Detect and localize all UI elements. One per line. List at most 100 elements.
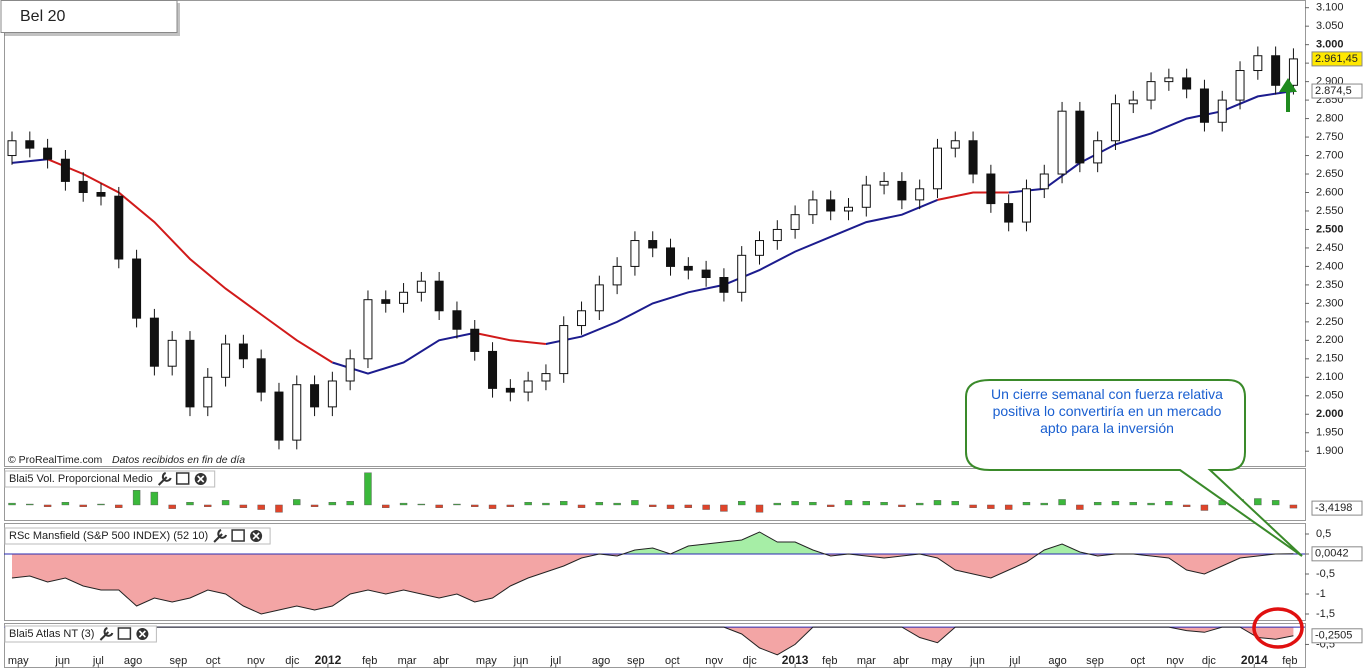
- volume-bar: [880, 502, 888, 506]
- callout-text: Un cierre semanal con fuerza relativa po…: [991, 386, 1223, 436]
- volume-bar: [115, 504, 123, 508]
- candle-body: [577, 310, 587, 327]
- volume-bar: [1182, 504, 1191, 507]
- volume-bar: [649, 504, 657, 507]
- y-tick-label: 2.450: [1316, 242, 1344, 254]
- volume-bar: [1289, 504, 1298, 509]
- candle-body: [1110, 103, 1120, 142]
- candle-body: [274, 391, 284, 441]
- volume-bar: [862, 501, 870, 506]
- x-tick-label: jul: [1008, 655, 1020, 667]
- x-tick-label: nov: [1166, 655, 1184, 667]
- candle-body: [630, 240, 640, 267]
- candle-body: [719, 277, 729, 293]
- candle-body: [363, 299, 373, 360]
- candle-body: [1235, 70, 1245, 101]
- volume-bar: [79, 504, 87, 507]
- volume-bar: [826, 504, 835, 507]
- y-tick-label: -0,5: [1316, 568, 1335, 580]
- x-tick-label: may: [8, 655, 29, 667]
- volume-bar: [1058, 499, 1066, 506]
- y-tick-label: 2.350: [1316, 279, 1344, 291]
- volume-bar: [631, 500, 639, 506]
- candle-body: [256, 358, 266, 393]
- candle-body: [915, 188, 925, 201]
- y-tick-label: 2.200: [1316, 334, 1344, 346]
- candle-body: [78, 180, 88, 193]
- title-box: [0, 0, 178, 33]
- y-tick-label: 2.500: [1316, 223, 1344, 235]
- x-tick-label: feb: [822, 655, 837, 667]
- volume-bar: [720, 504, 728, 512]
- volume-bar: [132, 490, 141, 506]
- x-tick-label: ago: [1048, 655, 1066, 667]
- credit-note: Datos recibidos en fin de día: [112, 454, 245, 466]
- x-tick-label: oct: [1130, 655, 1145, 667]
- last-value-label-box: [1311, 500, 1363, 516]
- volume-bar: [1147, 502, 1155, 506]
- x-tick-label: jun: [513, 655, 529, 667]
- candle-body: [897, 180, 907, 201]
- candle-body: [60, 158, 70, 182]
- candle-body: [1075, 110, 1085, 164]
- candle-body: [452, 310, 462, 330]
- candle-body: [843, 206, 853, 212]
- x-tick-label: ago: [592, 655, 610, 667]
- wrench-icon: [157, 472, 172, 486]
- candle-body: [381, 299, 391, 304]
- last-value-label: -0,2505: [1315, 630, 1352, 642]
- volume-bar: [275, 504, 283, 513]
- ma-label-box: [1311, 83, 1363, 99]
- y-tick-label: 2.600: [1316, 186, 1344, 198]
- x-tick-label: may: [932, 655, 953, 667]
- candle-body: [790, 214, 800, 230]
- volume-bar: [364, 472, 372, 506]
- candle-body: [932, 147, 942, 190]
- volume-bar: [168, 504, 176, 509]
- volume-bar: [186, 502, 194, 506]
- volume-bar: [26, 503, 34, 506]
- candle-body: [167, 339, 177, 367]
- volume-bar: [613, 502, 621, 506]
- candle-body: [559, 325, 569, 375]
- candle-body: [470, 328, 480, 352]
- x-tick-label: sep: [170, 655, 188, 667]
- candle-body: [1217, 99, 1227, 123]
- candle-body: [399, 291, 409, 304]
- volume-bar: [310, 504, 319, 507]
- candle-body: [1128, 99, 1138, 105]
- price-panel: [4, 0, 1306, 467]
- candle-body: [772, 228, 782, 242]
- volume-bar: [453, 503, 461, 506]
- volume-bar: [417, 503, 426, 506]
- y-tick-label: 2.700: [1316, 149, 1344, 161]
- x-tick-label: sep: [1086, 655, 1104, 667]
- y-tick-label: 0,5: [1316, 528, 1331, 540]
- candle-body: [345, 358, 355, 382]
- candle-body: [950, 140, 960, 149]
- volume-bar: [951, 501, 959, 506]
- candle-body: [612, 265, 622, 286]
- volume-bar: [435, 504, 443, 508]
- y-tick-label: 2.250: [1316, 316, 1344, 328]
- y-tick-label: 2.300: [1316, 297, 1344, 309]
- close-label: 2.961,45: [1315, 53, 1358, 65]
- candle-body: [292, 384, 302, 441]
- candle-body: [648, 240, 658, 249]
- candle-body: [968, 140, 978, 175]
- candle-body: [185, 339, 195, 408]
- volume-bar: [8, 502, 16, 506]
- x-tick-label: dic: [1202, 655, 1217, 667]
- x-tick-label: abr: [433, 655, 449, 667]
- candle-body: [25, 140, 35, 149]
- y-tick-label: 3.000: [1316, 39, 1344, 51]
- last-value-label-box: [1311, 628, 1363, 644]
- highlight-circle: [1252, 607, 1304, 649]
- panel-title: RSc Mansfield (S&P 500 INDEX) (52 10): [9, 530, 208, 542]
- y-tick-label: 2.150: [1316, 353, 1344, 365]
- volume-bar: [577, 504, 586, 508]
- x-tick-label: jun: [969, 655, 985, 667]
- y-tick-label: 2.650: [1316, 168, 1344, 180]
- volume-bar: [702, 504, 710, 510]
